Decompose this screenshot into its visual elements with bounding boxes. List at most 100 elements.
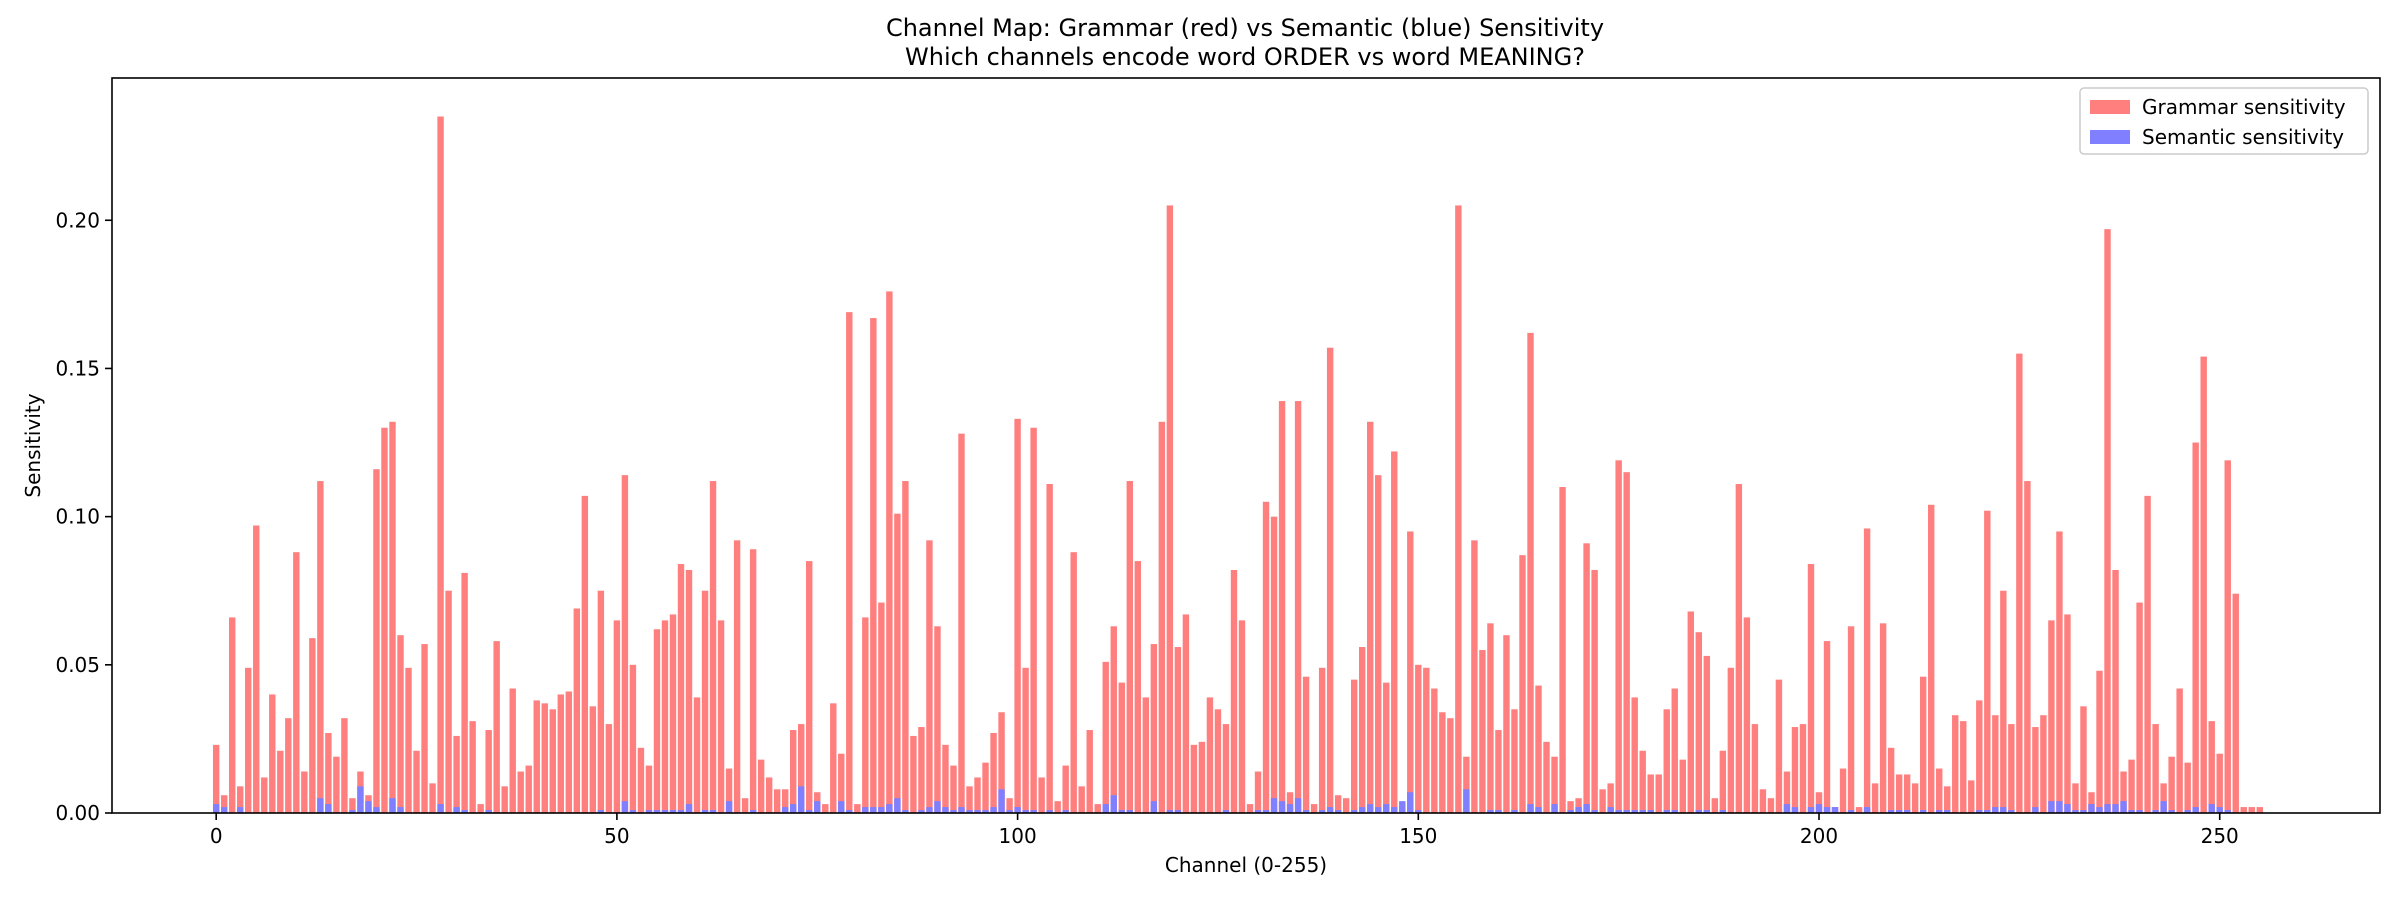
- semantic-bar: [814, 801, 821, 813]
- semantic-bar: [1326, 807, 1334, 813]
- grammar-bar: [1919, 676, 1927, 813]
- semantic-bar: [2048, 801, 2055, 813]
- y-tick-label: 0.10: [55, 505, 100, 529]
- grammar-bar: [966, 786, 973, 813]
- grammar-bar: [429, 783, 436, 813]
- grammar-bar: [677, 564, 685, 813]
- grammar-bar: [1118, 682, 1125, 813]
- grammar-bar: [525, 765, 532, 813]
- grammar-bar: [773, 789, 781, 813]
- grammar-bar: [1631, 697, 1638, 813]
- legend: Grammar sensitivity Semantic sensitivity: [2079, 87, 2369, 155]
- semantic-bar: [669, 810, 677, 813]
- grammar-bar: [1575, 798, 1582, 813]
- semantic-bar: [365, 801, 372, 813]
- semantic-bar: [1527, 804, 1534, 813]
- semantic-bar: [1495, 810, 1502, 813]
- grammar-bar: [1719, 750, 1727, 813]
- y-tick-label: 0.00: [55, 801, 100, 825]
- semantic-bar: [1903, 810, 1911, 813]
- semantic-bar: [2120, 801, 2127, 813]
- grammar-bar: [421, 644, 428, 813]
- semantic-bar: [1014, 807, 1021, 813]
- grammar-bar: [1070, 552, 1077, 813]
- semantic-bar: [1383, 804, 1390, 813]
- semantic-bar: [437, 804, 444, 813]
- semantic-bar: [1919, 810, 1927, 813]
- semantic-bar: [453, 807, 460, 813]
- grammar-bar: [781, 789, 789, 813]
- grammar-bar: [1294, 401, 1302, 813]
- grammar-bar: [212, 744, 220, 813]
- grammar-bar: [1126, 481, 1133, 813]
- semantic-bar: [1046, 810, 1053, 813]
- grammar-bar: [830, 703, 837, 813]
- grammar-bar: [1968, 780, 1975, 813]
- semantic-bar: [1567, 810, 1574, 813]
- grammar-bar: [2120, 771, 2127, 813]
- grammar-bar: [1727, 667, 1735, 813]
- grammar-bar: [629, 664, 637, 813]
- grammar-bar: [1078, 786, 1085, 813]
- grammar-bar: [862, 617, 869, 813]
- grammar-bar: [1326, 347, 1334, 813]
- semantic-bar: [1984, 810, 1991, 813]
- grammar-bar: [1102, 661, 1109, 813]
- grammar-bar: [1350, 679, 1358, 813]
- grammar-bar: [1703, 655, 1711, 813]
- grammar-bar: [1375, 475, 1382, 813]
- grammar-bar: [1046, 484, 1053, 813]
- grammar-bar: [1487, 623, 1494, 813]
- grammar-bar: [253, 525, 260, 813]
- grammar-bar: [2056, 531, 2063, 813]
- grammar-bar: [1791, 727, 1799, 813]
- grammar-bar: [1807, 564, 1815, 813]
- grammar-bar: [1038, 777, 1045, 813]
- grammar-bar: [757, 759, 765, 813]
- semantic-bar: [1647, 810, 1654, 813]
- semantic-bar: [1302, 810, 1310, 813]
- grammar-bar: [349, 798, 356, 813]
- grammar-bar: [2256, 807, 2263, 813]
- grammar-bar: [1142, 697, 1150, 813]
- semantic-bar: [2208, 804, 2215, 813]
- grammar-bar: [1695, 632, 1702, 813]
- grammar-bar: [870, 318, 877, 813]
- semantic-bar: [597, 810, 605, 813]
- grammar-bar: [1887, 747, 1895, 813]
- grammar-bar: [2064, 614, 2071, 813]
- grammar-bar: [2104, 229, 2111, 813]
- semantic-bar: [1823, 807, 1831, 813]
- semantic-bar: [621, 801, 629, 813]
- grammar-bar: [1391, 451, 1398, 813]
- semantic-bar: [701, 810, 709, 813]
- grammar-bar: [2032, 727, 2039, 813]
- grammar-bar: [1455, 205, 1462, 813]
- semantic-bar: [1607, 807, 1614, 813]
- grammar-bar: [1447, 718, 1454, 813]
- grammar-bar: [2192, 442, 2199, 813]
- grammar-bar: [1495, 730, 1502, 813]
- grammar-bar: [1022, 667, 1029, 813]
- grammar-bar: [990, 732, 997, 813]
- grammar-bar: [381, 427, 388, 813]
- chart-title: Channel Map: Grammar (red) vs Semantic (…: [0, 14, 2400, 72]
- grammar-bar: [1847, 626, 1855, 813]
- grammar-bar: [309, 638, 316, 813]
- semantic-bar: [2112, 804, 2119, 813]
- semantic-bar: [2032, 807, 2039, 813]
- grammar-bar: [1751, 724, 1759, 813]
- grammar-bar: [2240, 807, 2247, 813]
- x-tick-label: 50: [604, 824, 629, 848]
- semantic-bar: [974, 810, 981, 813]
- semantic-bar: [1222, 810, 1230, 813]
- semantic-bar: [1166, 810, 1174, 813]
- semantic-bar: [373, 807, 380, 813]
- semantic-bar: [1006, 810, 1013, 813]
- grammar-bar: [1463, 756, 1470, 813]
- grammar-bar: [1615, 460, 1622, 813]
- grammar-bar: [637, 747, 645, 813]
- grammar-bar: [1110, 626, 1117, 813]
- semantic-bar: [645, 810, 653, 813]
